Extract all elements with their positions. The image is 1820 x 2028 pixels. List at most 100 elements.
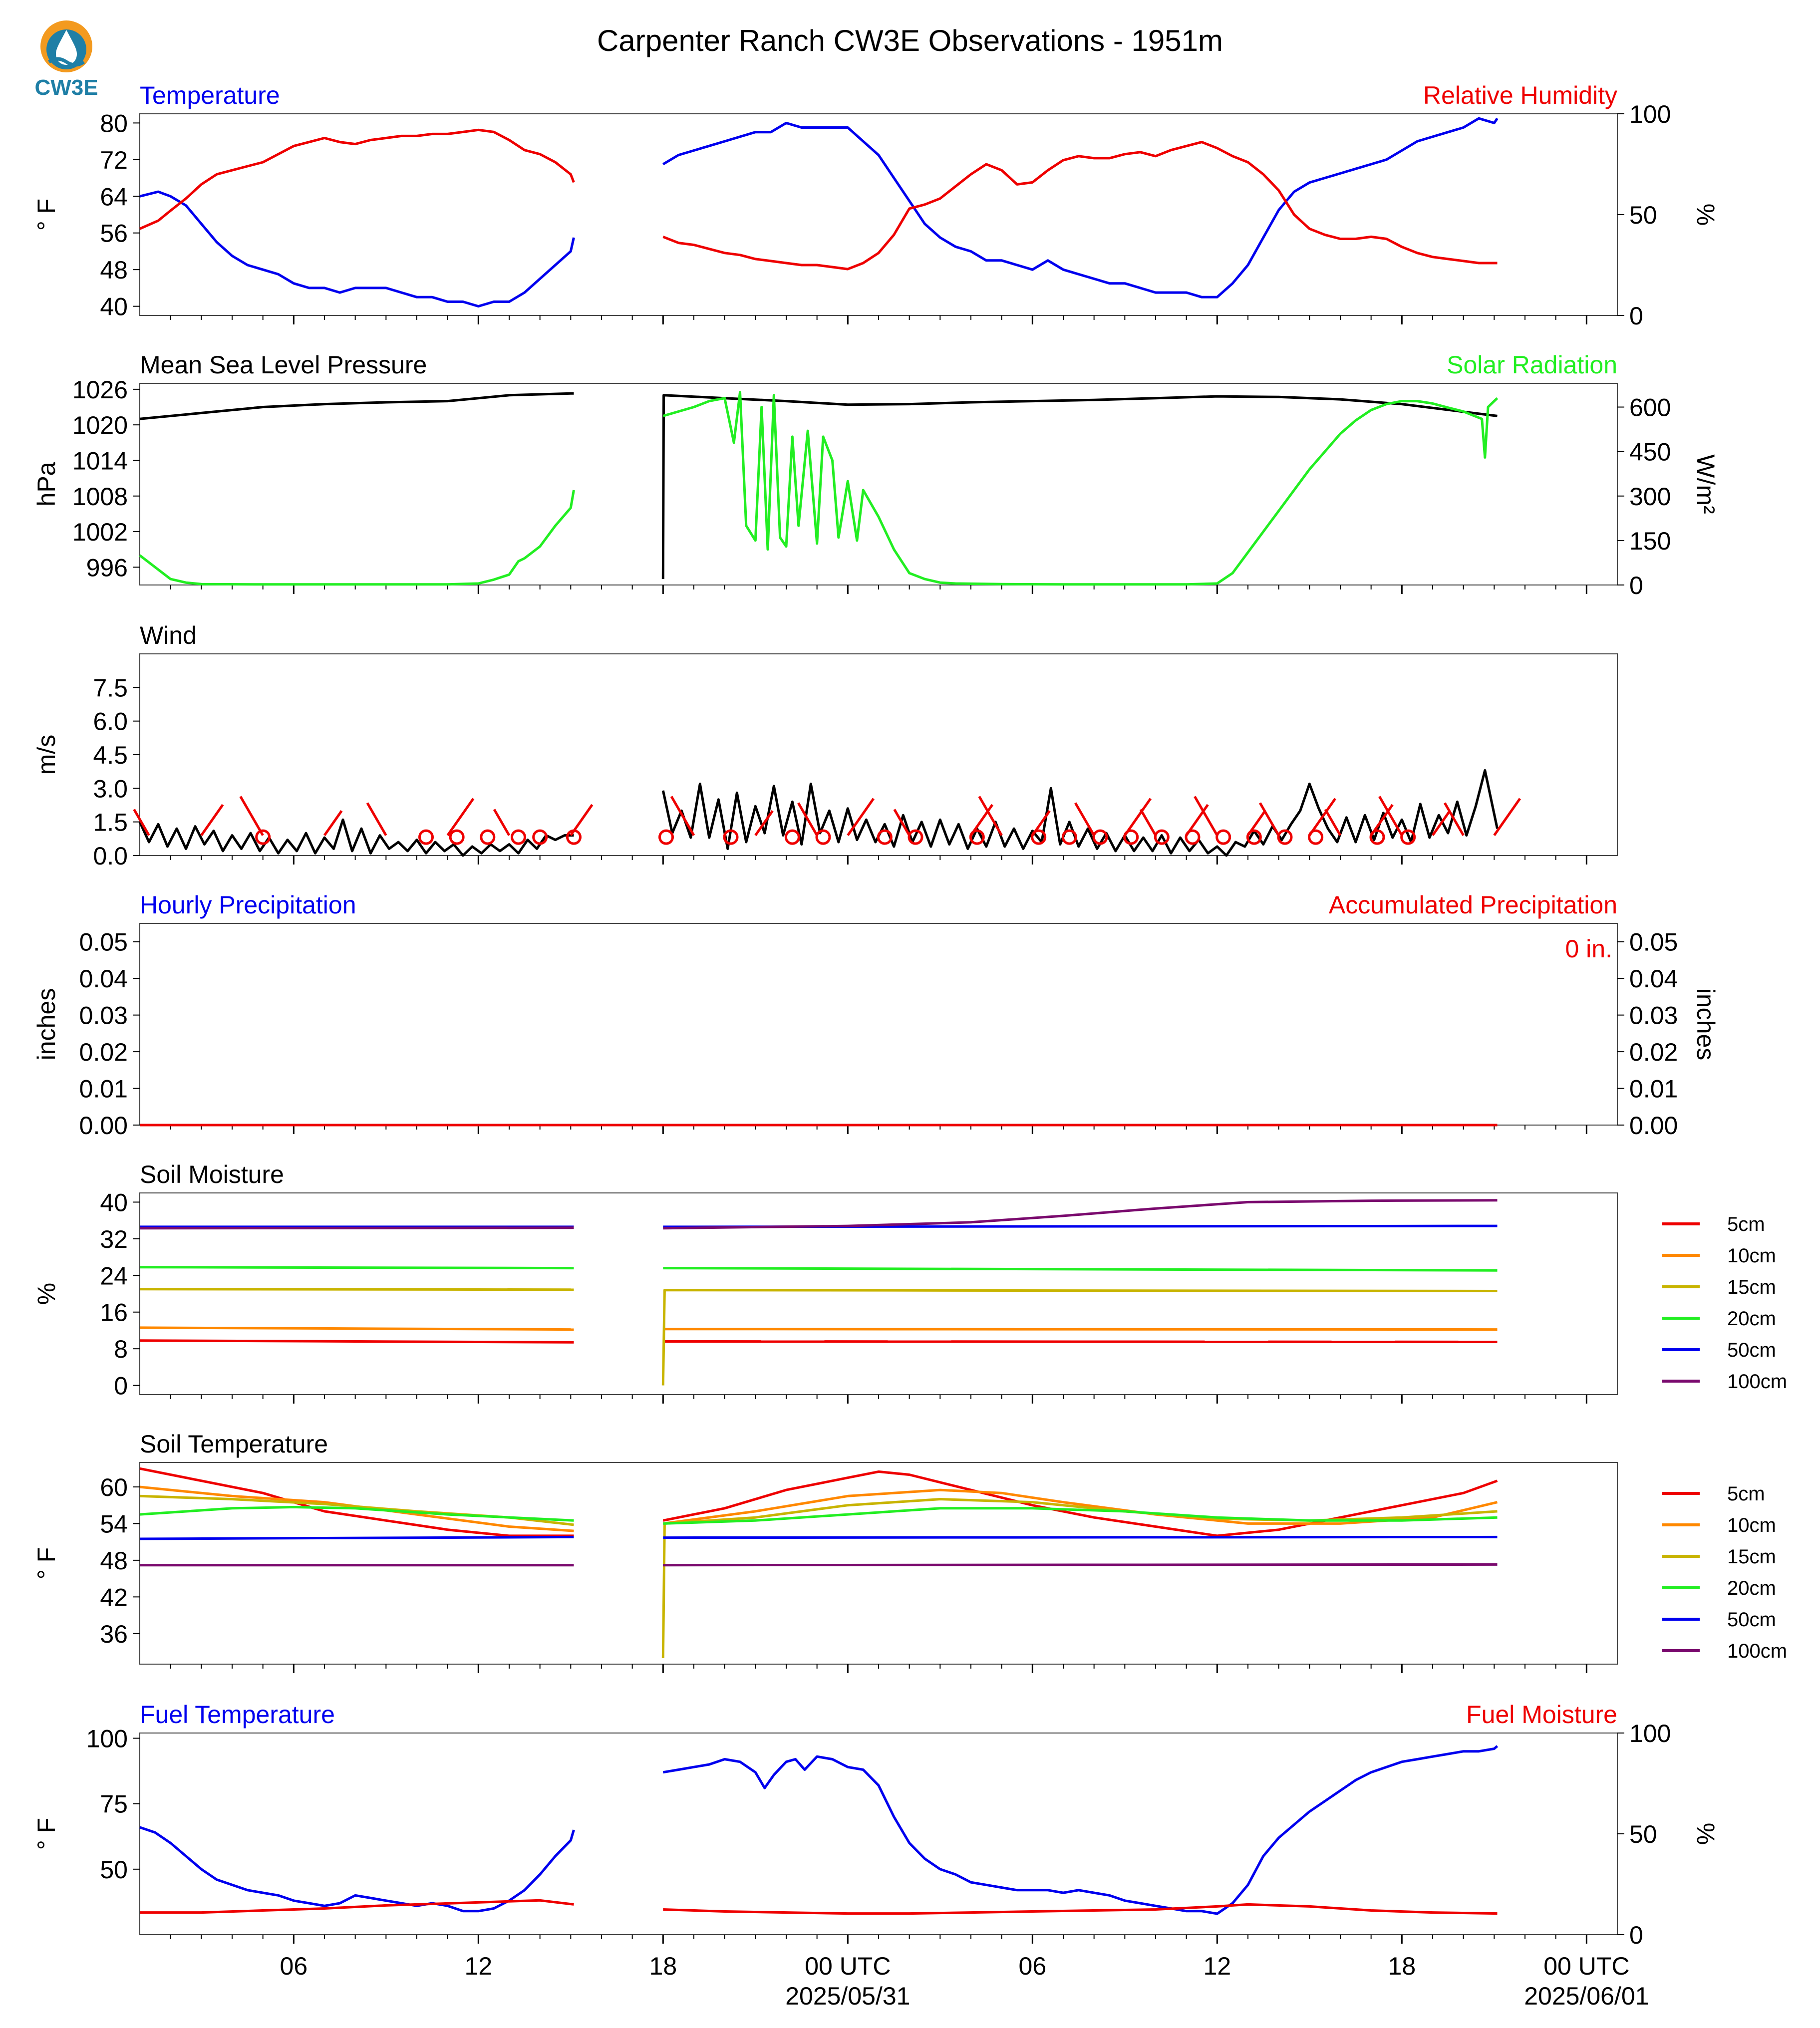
series-line-50cm bbox=[139, 1535, 574, 1540]
series-line-fuel-moisture bbox=[663, 1903, 1498, 1915]
panel-title: Temperature bbox=[140, 81, 280, 109]
y-tick-label: 0.03 bbox=[79, 1002, 128, 1030]
series-line-5cm bbox=[139, 1467, 574, 1537]
panel-fuel: Fuel Temperature Fuel Moisture 50 75 100 ° F 0… bbox=[32, 1701, 1720, 1949]
wind-barb bbox=[133, 809, 150, 836]
y-tick-label: 1002 bbox=[72, 518, 128, 546]
y-tick-label-right: 150 bbox=[1629, 527, 1671, 555]
series-line-5cm bbox=[662, 1470, 1498, 1537]
legend-label: 100cm bbox=[1727, 1640, 1787, 1662]
y-tick-label-right: 450 bbox=[1629, 438, 1671, 466]
y-tick-label: 4.5 bbox=[93, 741, 128, 769]
y-tick-label: 50 bbox=[100, 1856, 128, 1884]
wind-calm-marker bbox=[723, 829, 739, 845]
y-tick-label: 0.00 bbox=[79, 1112, 128, 1140]
y-tick-label-right: 0.01 bbox=[1629, 1075, 1678, 1103]
series-line-relative-humidity bbox=[662, 141, 1498, 271]
y-axis-label-right: % bbox=[1692, 1823, 1720, 1845]
panel-title: Hourly Precipitation bbox=[140, 891, 356, 919]
wind-barb bbox=[1185, 804, 1209, 837]
series-line-solar-radiation bbox=[662, 391, 1499, 586]
wind-calm-marker bbox=[1308, 829, 1324, 845]
wind-calm-marker bbox=[1369, 829, 1385, 845]
y-tick-label: 40 bbox=[100, 293, 128, 321]
panel-right-title: Relative Humidity bbox=[1423, 81, 1617, 109]
y-tick-label: 32 bbox=[100, 1225, 128, 1253]
panel-precipitation: Hourly Precipitation Accumulated Precipit… bbox=[32, 891, 1720, 1140]
series-line-20cm bbox=[663, 1507, 1498, 1525]
y-tick-label: 64 bbox=[100, 183, 128, 211]
wind-barb bbox=[1259, 802, 1280, 836]
series-line-20cm bbox=[139, 1505, 574, 1522]
series-line-temperature bbox=[662, 117, 1499, 298]
legend-label: 50cm bbox=[1727, 1339, 1776, 1361]
y-tick-label-right: 0 bbox=[1629, 302, 1643, 330]
series-line-10cm bbox=[139, 1326, 574, 1331]
wind-barb bbox=[1324, 809, 1342, 836]
panel-right-title: Fuel Moisture bbox=[1466, 1701, 1617, 1729]
x-tick-label: 18 bbox=[1388, 1952, 1416, 1980]
y-tick-label: 0.02 bbox=[79, 1038, 128, 1066]
panel-title: Soil Temperature bbox=[140, 1430, 328, 1458]
y-tick-label: 48 bbox=[100, 256, 128, 284]
panel-right-title: Solar Radiation bbox=[1447, 351, 1617, 379]
y-tick-label: 3.0 bbox=[93, 775, 128, 803]
y-tick-label: 56 bbox=[100, 220, 128, 248]
wind-barb bbox=[1194, 796, 1218, 836]
legend-label: 20cm bbox=[1727, 1308, 1776, 1330]
series-line-temperature bbox=[139, 190, 575, 308]
y-axis-label-right: inches bbox=[1692, 988, 1720, 1061]
series-line-15cm bbox=[661, 1498, 1498, 1658]
wind-barb bbox=[323, 810, 343, 837]
y-tick-label: 16 bbox=[100, 1299, 128, 1327]
accumulated-total-label: 0 in. bbox=[1565, 935, 1612, 963]
wind-barb bbox=[754, 810, 774, 837]
y-tick-label-right: 50 bbox=[1629, 201, 1657, 229]
y-tick-label-right: 0.05 bbox=[1629, 928, 1678, 956]
y-tick-label: 0.01 bbox=[79, 1075, 128, 1103]
y-axis-label: ° F bbox=[32, 1547, 60, 1579]
y-tick-label: 8 bbox=[114, 1335, 128, 1363]
wind-calm-marker bbox=[1277, 829, 1293, 845]
y-tick-label-right: 600 bbox=[1629, 394, 1671, 422]
y-tick-label: 0 bbox=[114, 1372, 128, 1400]
legend-label: 10cm bbox=[1727, 1514, 1776, 1536]
wind-barb bbox=[570, 804, 594, 837]
wind-barb bbox=[1074, 802, 1095, 836]
y-tick-label: 54 bbox=[100, 1510, 128, 1538]
panels: Temperature Relative Humidity404856647280… bbox=[32, 81, 1787, 2010]
wind-calm-marker bbox=[418, 829, 434, 845]
wind-barb bbox=[1031, 810, 1051, 837]
series-line-100cm bbox=[663, 1199, 1498, 1230]
panel-right-title: Accumulated Precipitation bbox=[1329, 891, 1617, 919]
y-tick-label: 40 bbox=[100, 1188, 128, 1216]
wind-barb bbox=[1431, 810, 1451, 837]
panel-soil_temperature: Soil Temperature 36 42 48 54 60 ° F 5cm 10cm 15cm… bbox=[32, 1430, 1787, 1673]
y-tick-label: 60 bbox=[100, 1473, 128, 1501]
plot-frame bbox=[139, 1462, 1618, 1665]
y-tick-label-right: 0.04 bbox=[1629, 965, 1678, 993]
plot-frame bbox=[139, 113, 1618, 316]
wind-calm-marker bbox=[255, 829, 271, 845]
x-tick-label: 18 bbox=[649, 1952, 677, 1980]
cw3e-logo: CW3E bbox=[34, 20, 98, 100]
wind-barb bbox=[670, 796, 695, 836]
wind-calm-marker bbox=[1400, 829, 1416, 845]
y-tick-label: 42 bbox=[100, 1583, 128, 1611]
wind-barb bbox=[969, 804, 994, 837]
y-tick-label-right: 0 bbox=[1629, 572, 1643, 599]
y-tick-label: 80 bbox=[100, 109, 128, 137]
wind-calm-marker bbox=[784, 829, 800, 845]
wind-barb bbox=[1378, 796, 1403, 836]
y-tick-label: 72 bbox=[100, 146, 128, 174]
wind-calm-marker bbox=[969, 829, 985, 845]
y-tick-label: 0.05 bbox=[79, 928, 128, 956]
panel-temperature_humidity: Temperature Relative Humidity 40 48 56 64 72 80… bbox=[32, 81, 1720, 330]
wind-barb bbox=[1246, 810, 1266, 837]
wind-calm-marker bbox=[1031, 829, 1047, 845]
y-tick-label-right: 0 bbox=[1629, 1921, 1643, 1949]
series-line-15cm bbox=[661, 1289, 1498, 1386]
wind-calm-marker bbox=[1154, 829, 1170, 845]
x-tick-label: 00 UTC bbox=[1543, 1952, 1629, 1980]
wind-barb bbox=[200, 804, 224, 837]
